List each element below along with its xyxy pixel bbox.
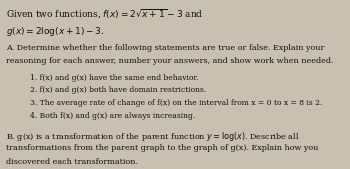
Text: 4. Both f(x) and g(x) are always increasing.: 4. Both f(x) and g(x) are always increas…: [30, 112, 195, 119]
Text: B. g(x) is a transformation of the parent function $y = \log(x)$. Describe all: B. g(x) is a transformation of the paren…: [6, 130, 300, 143]
Text: Given two functions, $f\left(x\right) = 2\sqrt{x+1} - 3$ and: Given two functions, $f\left(x\right) = …: [6, 8, 204, 21]
Text: reasoning for each answer, number your answers, and show work when needed.: reasoning for each answer, number your a…: [6, 57, 334, 65]
Text: discovered each transformation.: discovered each transformation.: [6, 158, 138, 165]
Text: 2. f(x) and g(x) both have domain restrictions.: 2. f(x) and g(x) both have domain restri…: [30, 86, 206, 94]
Text: 1. f(x) and g(x) have the same end behavior.: 1. f(x) and g(x) have the same end behav…: [30, 74, 198, 81]
Text: A. Determine whether the following statements are true or false. Explain your: A. Determine whether the following state…: [6, 44, 325, 52]
Text: 3. The average rate of change of f(x) on the interval from x = 0 to x = 8 is 2.: 3. The average rate of change of f(x) on…: [30, 99, 322, 107]
Text: $g(x) = 2\log(x+1) - 3$.: $g(x) = 2\log(x+1) - 3$.: [6, 25, 105, 38]
Text: transformations from the parent graph to the graph of g(x). Explain how you: transformations from the parent graph to…: [6, 144, 319, 152]
